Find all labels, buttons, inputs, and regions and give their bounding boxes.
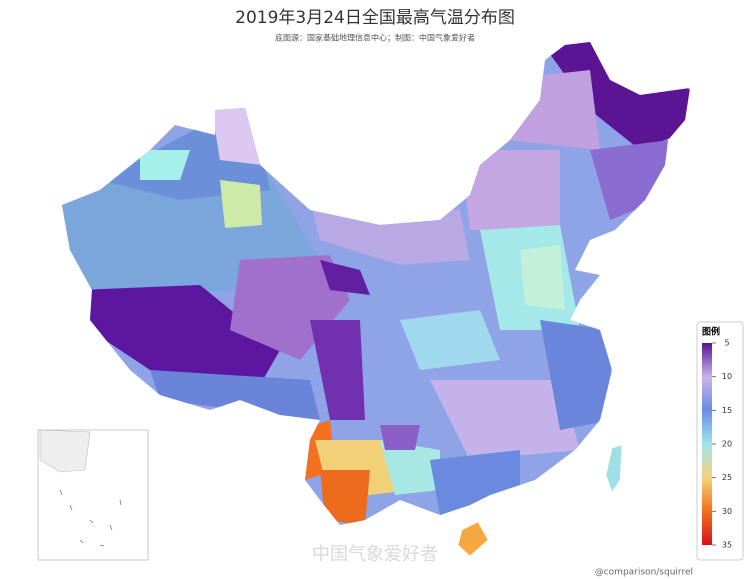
color-bar: [702, 343, 712, 545]
subtitle: 底图源：国家基础地理信息中心；制图：中国气象爱好者: [275, 33, 475, 43]
tick-label: 35: [722, 541, 732, 550]
island: [457, 521, 489, 557]
tick-label: 30: [722, 507, 732, 516]
legend: 图例 5 10 15 20 25 30 35: [696, 321, 744, 561]
credit: @comparison/squirrel: [595, 568, 693, 578]
legend-title: 图例: [702, 326, 720, 338]
tick-label: 20: [722, 440, 732, 449]
tick-label: 10: [722, 372, 732, 381]
legend-ticks: 5 10 15 20 25 30 35: [712, 339, 732, 550]
tick-label: 25: [722, 473, 732, 482]
watermark: 中国气象爱好者: [312, 544, 438, 565]
title: 2019年3月24日全国最高气温分布图: [235, 8, 515, 28]
island: [605, 444, 623, 493]
south-sea-inset: [37, 429, 149, 561]
tick-label: 15: [722, 406, 732, 415]
tick-label: 5: [724, 339, 729, 348]
